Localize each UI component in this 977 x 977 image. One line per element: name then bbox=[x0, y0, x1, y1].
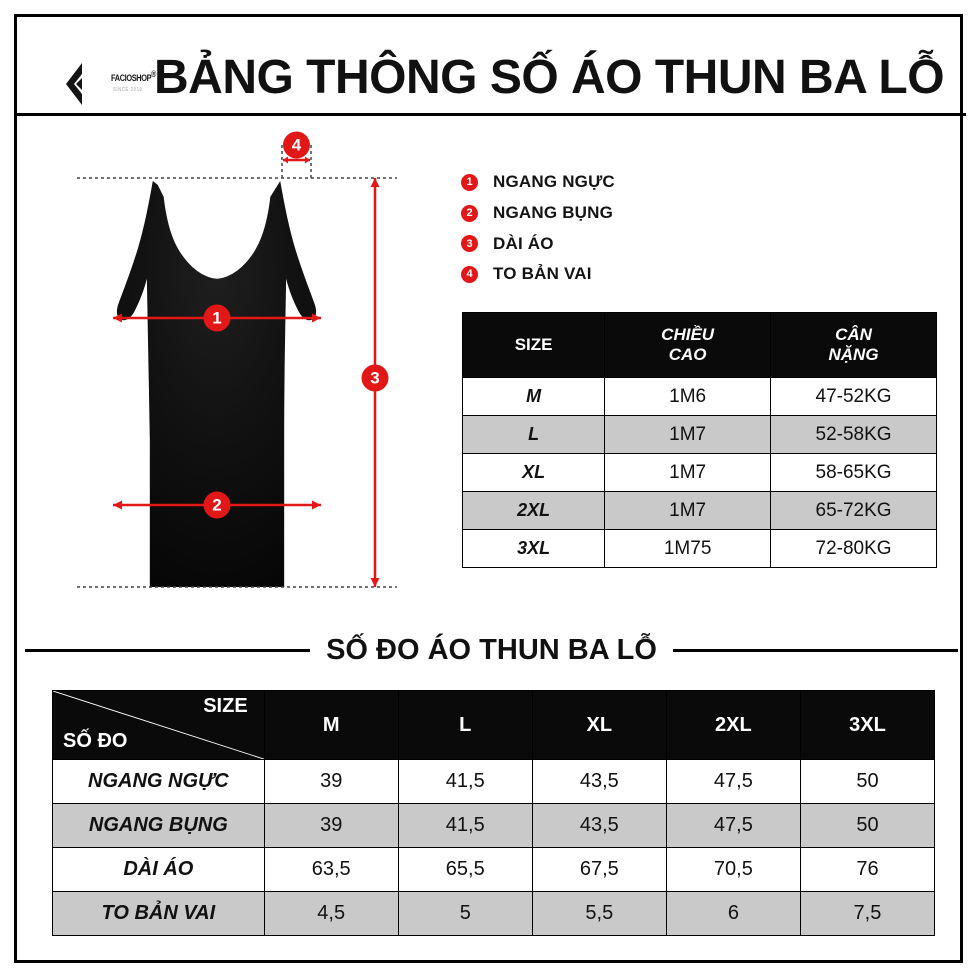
svg-text:1: 1 bbox=[212, 309, 221, 328]
svg-text:4: 4 bbox=[292, 136, 302, 155]
svg-text:3: 3 bbox=[370, 369, 379, 388]
svg-text:2: 2 bbox=[212, 496, 221, 515]
